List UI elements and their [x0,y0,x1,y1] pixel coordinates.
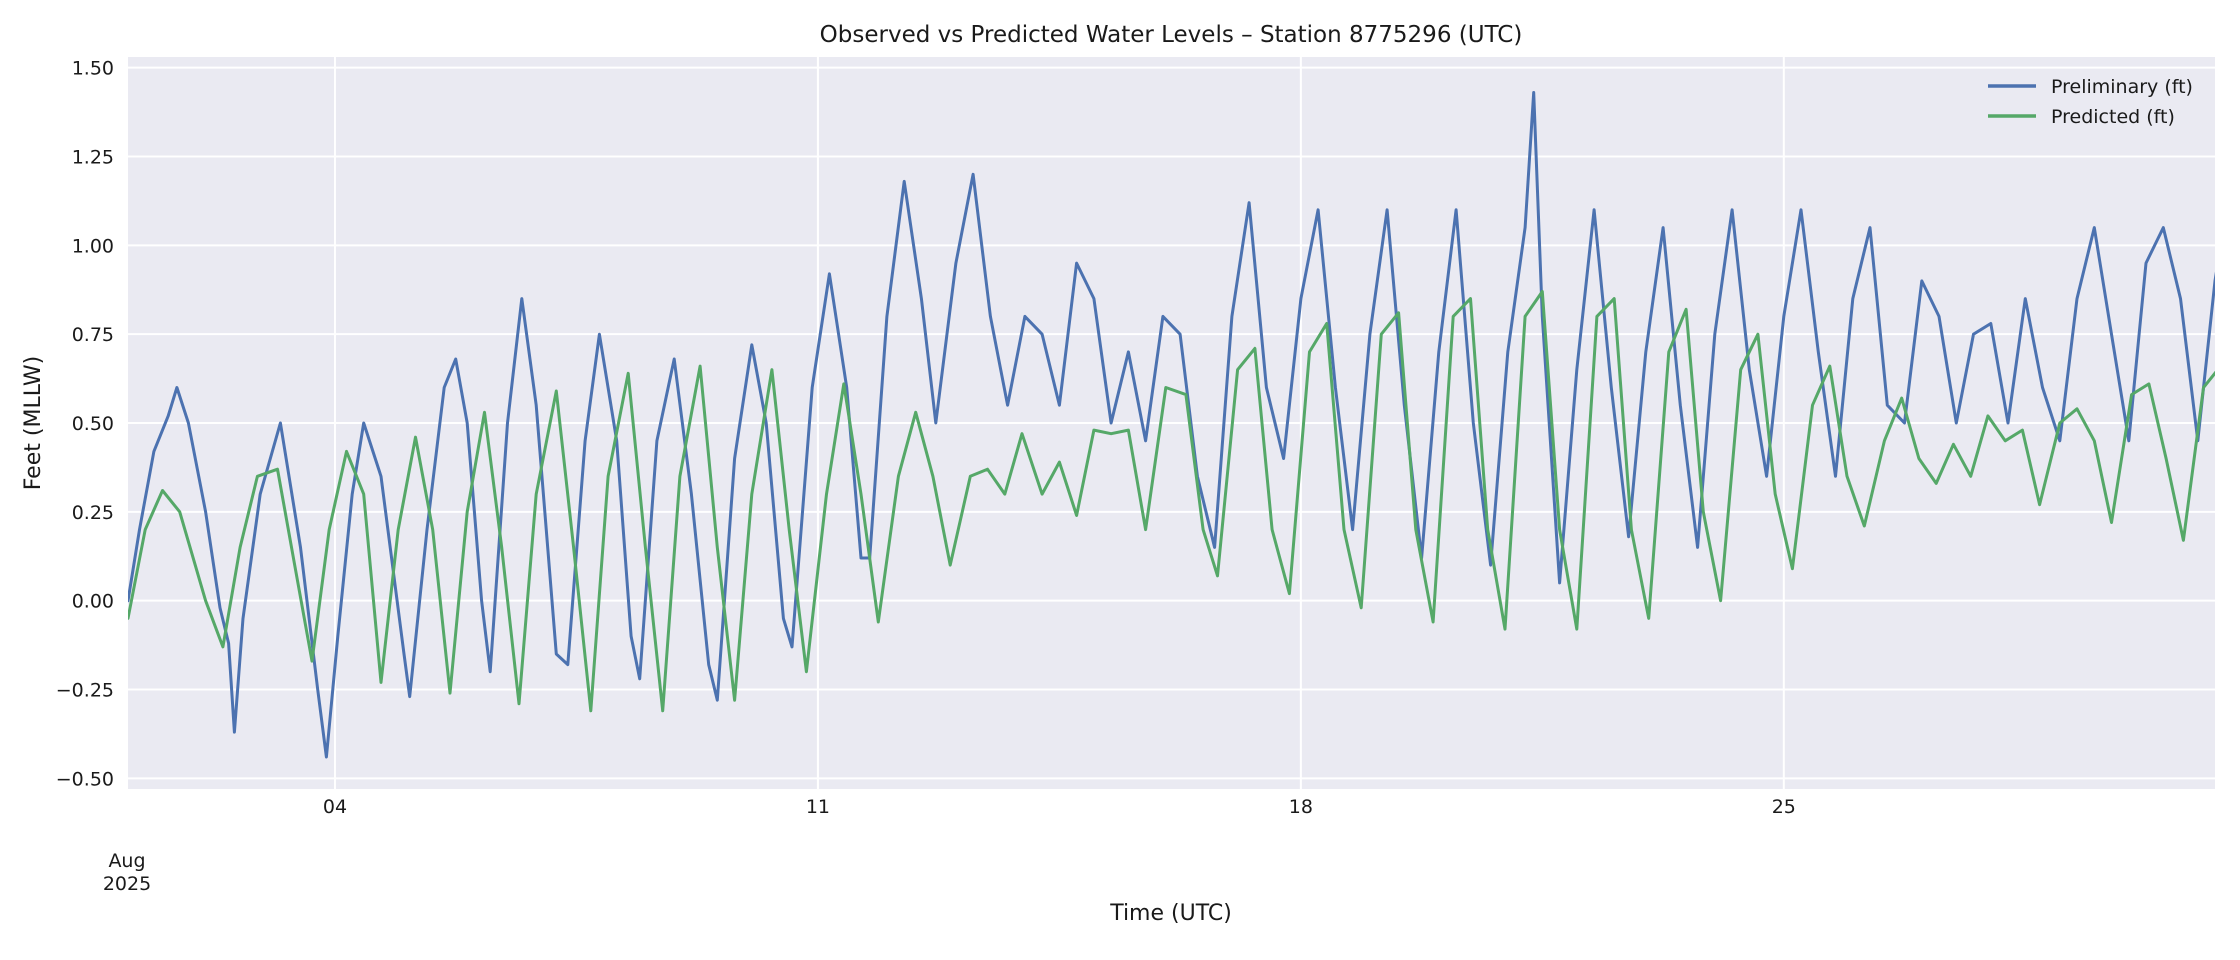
series-line-predicted [128,290,2215,713]
x-month-label: Aug [108,850,145,872]
x-tick-label: 04 [323,796,347,818]
y-tick-label: −0.25 [56,680,114,702]
legend-label-preliminary: Preliminary (ft) [2051,76,2193,98]
y-tick-label: −0.50 [56,768,114,790]
y-tick-label: 1.50 [72,58,114,80]
y-axis-ticks: 1.50 1.25 1.00 0.75 0.50 0.25 0.00 −0.25 −0.50 [56,58,114,791]
y-tick-label: 1.00 [72,235,114,257]
y-tick-label: 0.00 [72,591,114,613]
x-tick-label: 18 [1289,796,1313,818]
legend: Preliminary (ft) Predicted (ft) [1988,76,2193,128]
legend-label-predicted: Predicted (ft) [2051,106,2175,128]
y-tick-label: 0.75 [72,324,114,346]
y-tick-label: 1.25 [72,146,114,168]
x-year-label: 2025 [103,873,151,895]
x-axis-ticks: 04 11 18 25 [323,796,1796,818]
y-tick-label: 0.50 [72,413,114,435]
x-tick-label: 25 [1772,796,1796,818]
chart-title: Observed vs Predicted Water Levels – Sta… [820,22,1523,48]
grid [128,57,2215,789]
x-tick-label: 11 [806,796,830,818]
y-tick-label: 0.25 [72,502,114,524]
data-lines [128,91,2215,759]
x-axis-label: Time (UTC) [1109,901,1232,926]
y-axis-label: Feet (MLLW) [21,356,46,491]
